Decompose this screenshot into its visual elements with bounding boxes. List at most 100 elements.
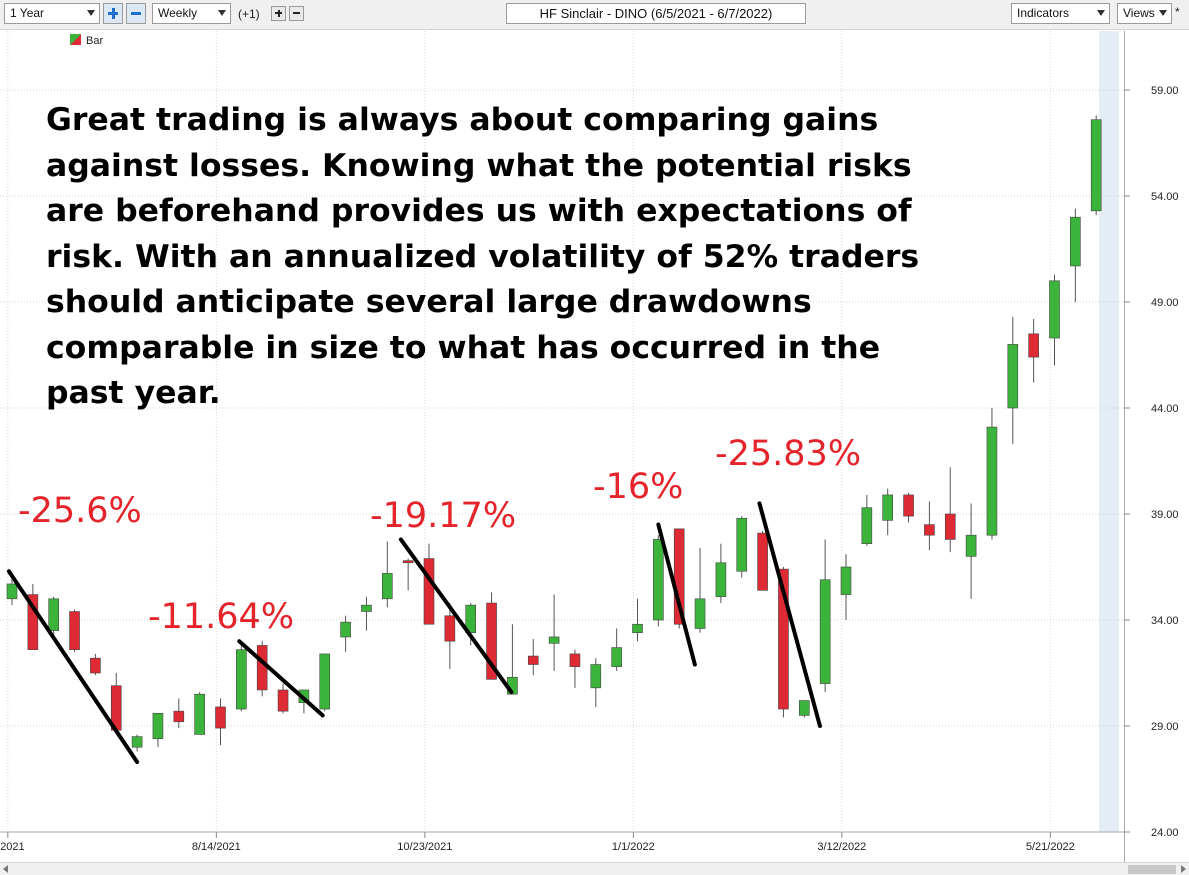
series-legend[interactable]: Bar [70, 34, 103, 47]
candle-body-down[interactable] [924, 524, 935, 536]
interval-dropdown[interactable]: Weekly [152, 3, 231, 24]
period-offset-label: (+1) [238, 7, 260, 21]
candle-body-up[interactable] [1090, 119, 1102, 212]
scroll-right-arrow-icon[interactable] [1181, 865, 1186, 873]
candle-body-up[interactable] [590, 664, 602, 689]
candle-body-down[interactable] [69, 611, 80, 650]
candle-body-up[interactable] [840, 566, 852, 595]
date-tick-label: 1/1/2022 [612, 841, 655, 853]
candle-body-up[interactable] [882, 494, 894, 521]
horizontal-scrollbar[interactable] [0, 862, 1189, 875]
views-modified-marker: * [1175, 5, 1180, 19]
candle-body-up[interactable] [6, 583, 18, 600]
date-tick-label: 5/21/2022 [1026, 841, 1075, 853]
chart-title[interactable]: HF Sinclair - DINO (6/5/2021 - 6/7/2022) [506, 3, 806, 24]
minus-icon [293, 12, 300, 14]
chevron-down-icon [1159, 10, 1167, 16]
candle-body-up[interactable] [381, 573, 393, 600]
candle-body-down[interactable] [27, 594, 39, 650]
candle-body-up[interactable] [319, 653, 331, 710]
bar-series-swatch-icon [70, 34, 81, 45]
candle-body-up[interactable] [715, 562, 727, 597]
commentary-text: Great trading is always about comparing … [46, 102, 920, 411]
date-tick-label: 5/2021 [0, 841, 25, 853]
price-tick-label: 59.00 [1151, 85, 1179, 97]
chevron-down-icon [87, 10, 95, 16]
toolbar: 1 Year Weekly (+1) HF Sinclair - DINO (6… [0, 0, 1189, 30]
drawdown-trend-line [237, 639, 325, 718]
candle-body-down[interactable] [1028, 333, 1039, 358]
candle-body-down[interactable] [757, 532, 768, 591]
candle-body-up[interactable] [1007, 344, 1019, 409]
scroll-left-arrow-icon[interactable] [3, 865, 8, 873]
views-dropdown[interactable]: Views [1117, 3, 1172, 24]
candle-body-up[interactable] [611, 647, 622, 667]
period-dropdown[interactable]: 1 Year [4, 3, 100, 24]
candle-body-up[interactable] [632, 623, 643, 634]
price-tick-label: 34.00 [1151, 615, 1179, 627]
candle-body-up[interactable] [48, 598, 60, 631]
candle-body-up[interactable] [361, 604, 372, 612]
candle-body-down[interactable] [486, 602, 497, 680]
candle-body-up[interactable] [194, 693, 205, 735]
candle-body-up[interactable] [131, 736, 143, 748]
date-tick-label: 3/12/2022 [817, 841, 866, 853]
candle-body-down[interactable] [215, 706, 226, 729]
candle-body-up[interactable] [1049, 280, 1060, 339]
scrollbar-thumb[interactable] [1128, 865, 1176, 874]
candle-body-down[interactable] [527, 655, 539, 665]
candle-body-down[interactable] [673, 528, 685, 625]
drawdown-label-4: -16% [593, 467, 684, 507]
candle-body-up[interactable] [798, 700, 810, 716]
drawdown-trend-line [6, 569, 140, 765]
price-tick-label: 29.00 [1151, 721, 1179, 733]
drawdown-lines [6, 501, 822, 765]
candle-body-up[interactable] [986, 426, 998, 536]
candle-body-down[interactable] [778, 568, 789, 710]
candle-body-up[interactable] [861, 507, 873, 544]
offset-decrease-button[interactable] [289, 6, 304, 21]
candle-body-up[interactable] [653, 539, 664, 621]
candle-body-down[interactable] [903, 494, 914, 517]
candle-body-up[interactable] [236, 649, 247, 710]
period-value: 1 Year [10, 6, 45, 20]
price-tick-label: 44.00 [1151, 403, 1179, 415]
chevron-down-icon [1097, 10, 1105, 16]
date-axis: 5/2021 8/14/2021 10/23/2021 1/1/2022 3/12/20… [0, 832, 1075, 853]
legend-label: Bar [86, 35, 104, 47]
price-tick-label: 39.00 [1151, 509, 1179, 521]
views-label: Views [1123, 6, 1155, 20]
price-tick-label: 24.00 [1151, 827, 1179, 839]
candle-body-up[interactable] [965, 534, 977, 557]
candle-body-up[interactable] [340, 621, 351, 638]
candle-body-down[interactable] [173, 710, 185, 723]
zoom-in-button[interactable] [103, 3, 123, 24]
candle-body-up[interactable] [819, 579, 831, 684]
zoom-out-button[interactable] [126, 3, 146, 24]
date-tick-label: 10/23/2021 [397, 841, 452, 853]
candle-body-up[interactable] [694, 598, 706, 629]
horizontal-gridlines [0, 89, 1124, 727]
candle-body-down[interactable] [277, 689, 289, 712]
drawdown-label-3: -19.17% [370, 496, 517, 536]
candle-body-up[interactable] [736, 517, 748, 572]
offset-increase-button[interactable] [271, 6, 286, 21]
drawdown-trend-line [398, 537, 514, 695]
candle-body-up[interactable] [152, 712, 164, 740]
candle-body-down[interactable] [944, 513, 956, 540]
candle-body-down[interactable] [90, 657, 101, 674]
candle-body-up[interactable] [548, 636, 560, 644]
price-tick-label: 54.00 [1151, 191, 1179, 203]
candle-body-down[interactable] [444, 615, 456, 642]
minus-icon [131, 12, 141, 15]
indicators-dropdown[interactable]: Indicators [1011, 3, 1110, 24]
candle-body-down[interactable] [256, 645, 268, 691]
candle-body-down[interactable] [423, 558, 435, 625]
price-tick-label: 49.00 [1151, 297, 1179, 309]
candle-body-down[interactable] [569, 653, 581, 667]
candle-body-down[interactable] [402, 560, 414, 564]
drawdown-label-2: -11.64% [148, 597, 295, 637]
date-tick-label: 8/14/2021 [192, 841, 241, 853]
candle-body-up[interactable] [1070, 216, 1081, 267]
